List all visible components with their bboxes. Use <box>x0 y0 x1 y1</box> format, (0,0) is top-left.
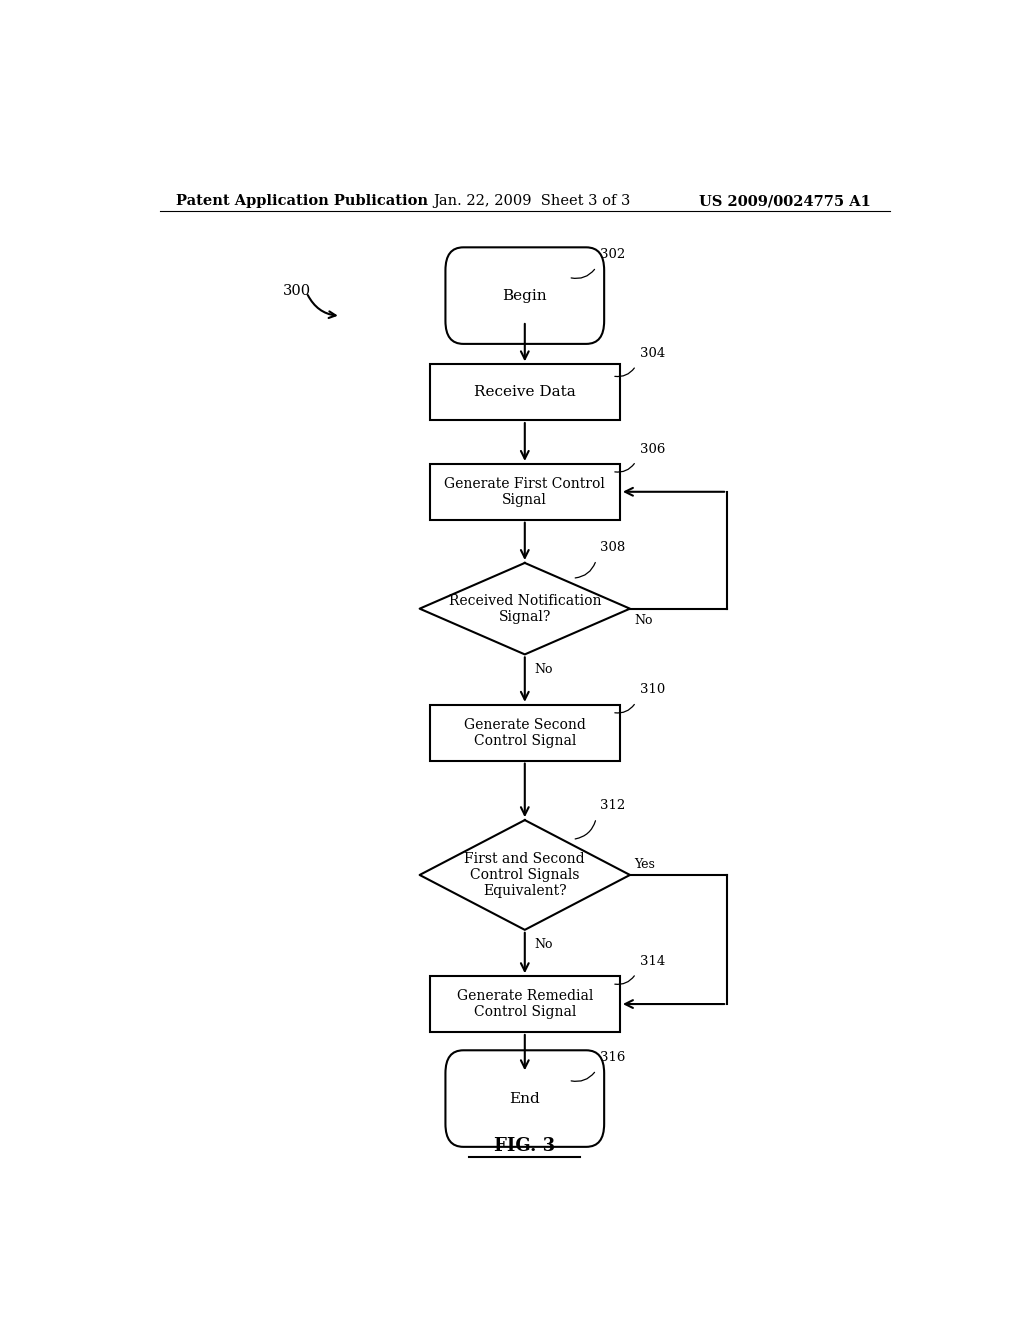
Text: 300: 300 <box>283 284 311 297</box>
Text: Received Notification
Signal?: Received Notification Signal? <box>449 594 601 624</box>
Bar <box>430 463 621 520</box>
Text: Generate Second
Control Signal: Generate Second Control Signal <box>464 718 586 747</box>
Text: 306: 306 <box>640 442 666 455</box>
Text: 316: 316 <box>600 1052 626 1064</box>
Text: Generate First Control
Signal: Generate First Control Signal <box>444 477 605 507</box>
Text: No: No <box>535 939 553 952</box>
Text: 314: 314 <box>640 954 666 968</box>
Text: 312: 312 <box>600 800 626 812</box>
Text: Receive Data: Receive Data <box>474 385 575 399</box>
Text: FIG. 3: FIG. 3 <box>495 1138 555 1155</box>
Text: 310: 310 <box>640 684 666 697</box>
Text: 304: 304 <box>640 347 666 360</box>
Bar <box>430 705 621 760</box>
Text: US 2009/0024775 A1: US 2009/0024775 A1 <box>699 194 871 209</box>
Bar <box>430 975 621 1032</box>
Text: No: No <box>634 614 652 627</box>
Text: 302: 302 <box>600 248 626 261</box>
Bar <box>430 364 621 420</box>
Text: End: End <box>509 1092 541 1106</box>
Text: Yes: Yes <box>634 858 654 871</box>
FancyBboxPatch shape <box>445 1051 604 1147</box>
Text: First and Second
Control Signals
Equivalent?: First and Second Control Signals Equival… <box>465 851 585 898</box>
Text: 308: 308 <box>600 541 626 554</box>
Text: No: No <box>535 663 553 676</box>
Text: Begin: Begin <box>503 289 547 302</box>
Text: Jan. 22, 2009  Sheet 3 of 3: Jan. 22, 2009 Sheet 3 of 3 <box>433 194 631 209</box>
FancyBboxPatch shape <box>445 247 604 345</box>
Text: Patent Application Publication: Patent Application Publication <box>176 194 428 209</box>
Text: Generate Remedial
Control Signal: Generate Remedial Control Signal <box>457 989 593 1019</box>
